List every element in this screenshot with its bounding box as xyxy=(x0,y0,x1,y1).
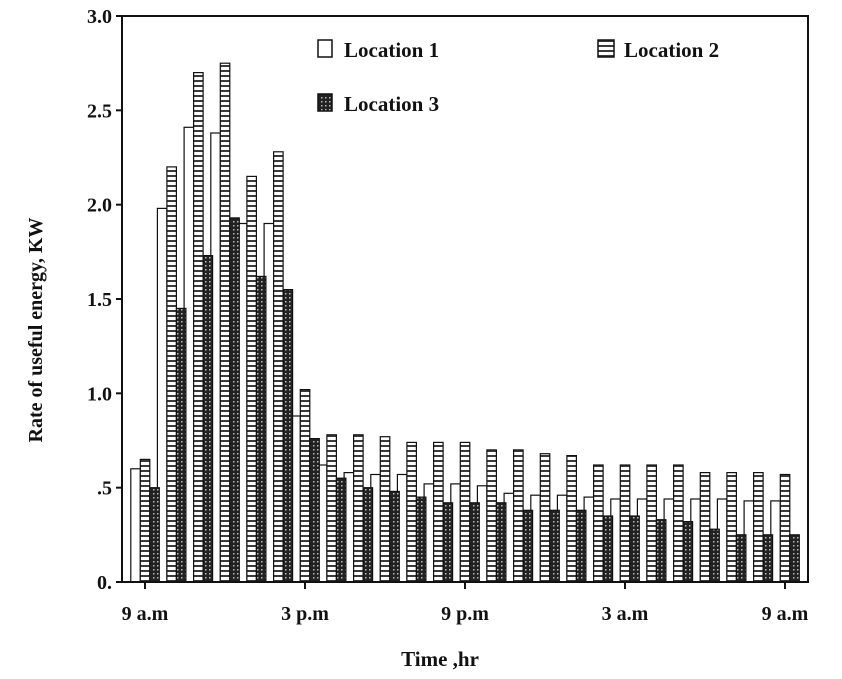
bar-location-3-16 xyxy=(575,509,587,583)
bar-location-3-20 xyxy=(682,520,694,583)
y-tick-label: 1.5 xyxy=(87,289,112,311)
legend-label-location-1: Location 1 xyxy=(344,38,439,62)
y-tick-label: .5 xyxy=(97,478,112,500)
bar-location-2-9 xyxy=(379,436,391,583)
bar-location-2-8 xyxy=(353,434,364,583)
bar-location-2-0 xyxy=(139,458,151,583)
bar-location-3-1 xyxy=(175,307,187,583)
bar-location-3-21 xyxy=(709,528,720,583)
bar-location-2-19 xyxy=(646,464,658,583)
bar-location-2-21 xyxy=(699,472,711,583)
bar-location-2-23 xyxy=(752,472,764,583)
y-tick-label: 0. xyxy=(97,572,112,594)
bar-location-3-5 xyxy=(282,289,294,583)
legend-swatch-location-1 xyxy=(317,39,333,58)
bar-location-3-13 xyxy=(495,502,507,583)
y-tick-label: 3.0 xyxy=(87,6,112,28)
bar-location-3-15 xyxy=(549,509,560,583)
y-tick-label: 2.5 xyxy=(87,100,112,122)
bar-location-3-9 xyxy=(389,490,400,583)
bar-location-2-1 xyxy=(166,166,177,583)
legend: Location 1 Location 2 Location 3 xyxy=(317,38,719,116)
legend-swatch-location-3 xyxy=(317,93,333,112)
x-tick-label: 3 p.m xyxy=(281,603,329,625)
x-axis-label: Time ,hr xyxy=(401,647,479,671)
bars-group xyxy=(130,62,800,583)
bar-location-1-0 xyxy=(130,468,141,583)
legend-item-location-2: Location 2 xyxy=(597,38,719,62)
x-tick-label: 9 a.m xyxy=(122,603,169,625)
bar-location-3-3 xyxy=(229,217,240,583)
bar-location-2-17 xyxy=(592,464,604,583)
bar-location-3-7 xyxy=(335,477,347,583)
y-tick-label: 2.0 xyxy=(87,195,112,217)
bar-location-3-12 xyxy=(469,502,480,583)
x-tick-label: 3 a.m xyxy=(602,603,649,625)
bar-location-2-18 xyxy=(619,464,631,583)
x-tick-label: 9 a.m xyxy=(762,603,809,625)
bar-location-2-20 xyxy=(672,464,684,583)
bar-location-2-22 xyxy=(726,472,738,583)
x-ticks-group: 9 a.m 3 p.m 9 p.m 3 a.m 9 a.m xyxy=(122,582,809,625)
bar-location-3-2 xyxy=(202,255,214,583)
bar-location-3-11 xyxy=(442,502,454,583)
bar-location-2-4 xyxy=(246,175,257,583)
bar-location-3-0 xyxy=(149,487,160,583)
y-axis-label: Rate of useful energy, KW xyxy=(25,218,47,443)
legend-item-location-1: Location 1 xyxy=(317,38,439,62)
bar-location-2-13 xyxy=(486,449,497,583)
bar-location-3-10 xyxy=(415,496,427,583)
bar-location-2-3 xyxy=(219,62,231,583)
y-tick-label: 1.0 xyxy=(87,383,112,405)
bar-location-3-24 xyxy=(789,534,800,583)
bar-location-2-15 xyxy=(539,453,551,583)
bar-location-2-10 xyxy=(406,441,417,583)
legend-item-location-3: Location 3 xyxy=(317,92,439,116)
bar-location-3-22 xyxy=(735,534,747,583)
bar-location-3-4 xyxy=(255,275,267,583)
bar-location-3-23 xyxy=(762,534,774,583)
bar-location-2-6 xyxy=(299,389,311,583)
legend-swatch-location-2 xyxy=(597,39,615,58)
bar-location-2-5 xyxy=(273,151,284,583)
bar-location-3-8 xyxy=(362,487,374,583)
bar-location-3-14 xyxy=(522,509,534,583)
bar-location-2-7 xyxy=(326,434,337,583)
bar-location-2-12 xyxy=(459,441,471,583)
bar-location-2-14 xyxy=(512,449,524,583)
bar-location-3-17 xyxy=(602,515,614,583)
bar-location-3-18 xyxy=(629,515,640,583)
bar-location-3-6 xyxy=(309,438,320,583)
bar-location-2-11 xyxy=(433,441,444,583)
y-ticks-group: 0. .5 1.0 1.5 2.0 2.5 3.0 xyxy=(87,6,122,594)
legend-label-location-3: Location 3 xyxy=(344,92,439,116)
bar-location-2-24 xyxy=(779,473,791,583)
x-tick-label: 9 p.m xyxy=(441,603,489,625)
bar-location-2-16 xyxy=(566,455,578,583)
legend-label-location-2: Location 2 xyxy=(624,38,719,62)
bar-location-2-2 xyxy=(193,71,204,583)
bar-location-3-19 xyxy=(655,519,667,583)
